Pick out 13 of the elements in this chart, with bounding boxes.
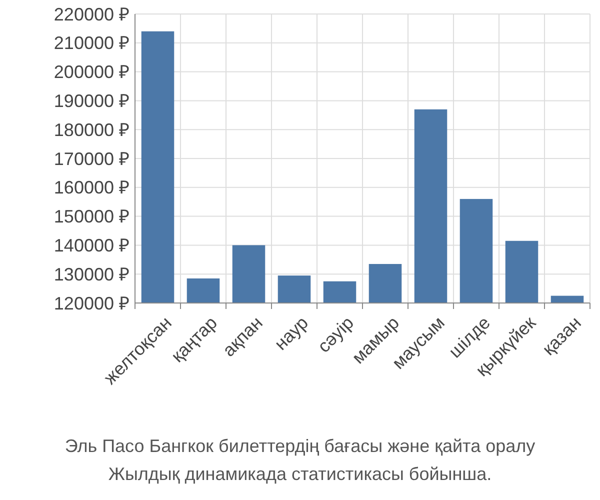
y-tick-label: 200000 ₽ bbox=[54, 62, 129, 82]
y-tick-label: 140000 ₽ bbox=[54, 236, 129, 256]
y-tick-label: 130000 ₽ bbox=[54, 264, 129, 284]
y-tick-label: 160000 ₽ bbox=[54, 178, 129, 198]
y-tick-label: 150000 ₽ bbox=[54, 206, 129, 227]
y-tick-label: 210000 ₽ bbox=[54, 33, 129, 54]
y-tick-label: 120000 ₽ bbox=[54, 293, 129, 314]
text: Эль Пасо Бангкок билеттердің бағасы және қайта оралу bbox=[64, 436, 536, 456]
y-tick-label: 190000 ₽ bbox=[54, 91, 129, 111]
y-tick-label: 180000 ₽ bbox=[54, 120, 129, 140]
y-tick-label: 220000 ₽ bbox=[54, 4, 129, 24]
y-tick-label: 170000 ₽ bbox=[54, 148, 129, 169]
text: Жылдық динамикада статистикасы бойынша. bbox=[108, 464, 492, 484]
